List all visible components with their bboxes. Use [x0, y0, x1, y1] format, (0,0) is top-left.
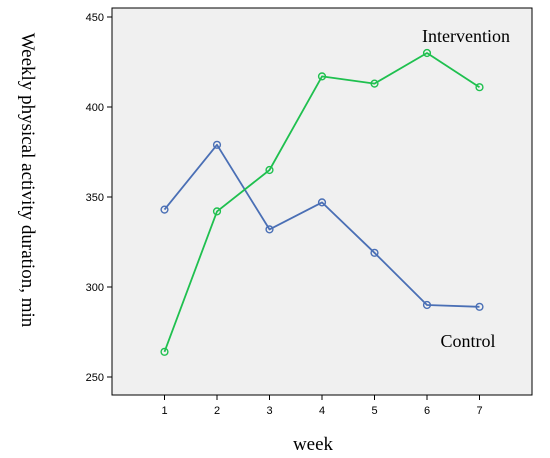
x-axis: 1 2 3 4 5 6 7 — [161, 395, 483, 417]
data-point-intervention — [422, 48, 432, 58]
annotation-control: Control — [440, 331, 495, 351]
data-point-intervention — [160, 347, 169, 356]
data-point-control — [265, 225, 274, 234]
data-point-intervention — [370, 79, 379, 88]
x-tick-label: 5 — [371, 405, 377, 417]
y-axis-title: Weekly physical activity duration, min — [17, 33, 38, 328]
x-tick-label: 2 — [214, 405, 220, 417]
x-axis-title: week — [293, 434, 334, 455]
data-point-control — [370, 248, 379, 257]
y-tick-label: 300 — [86, 282, 104, 294]
data-point-control — [475, 302, 484, 311]
series-line-intervention — [163, 52, 480, 353]
data-point-control — [422, 300, 432, 310]
data-point-intervention — [265, 165, 274, 175]
x-tick-label: 7 — [476, 405, 482, 417]
y-tick-label: 450 — [86, 12, 104, 24]
data-point-intervention — [212, 207, 222, 216]
y-tick-label: 400 — [86, 102, 104, 114]
x-tick-label: 3 — [266, 405, 272, 417]
data-point-intervention — [317, 72, 327, 81]
x-tick-label: 1 — [161, 405, 167, 417]
y-tick-label: 350 — [86, 192, 104, 204]
annotation-intervention: Intervention — [422, 26, 510, 46]
x-tick-label: 4 — [319, 405, 325, 417]
data-point-control — [212, 140, 222, 149]
data-point-control — [160, 205, 169, 214]
x-tick-label: 6 — [424, 405, 430, 417]
y-tick-label: 250 — [86, 372, 104, 384]
y-axis: 250 300 350 400 450 — [86, 12, 112, 384]
series-layer — [160, 48, 484, 356]
data-point-intervention — [475, 83, 484, 92]
data-point-control — [317, 198, 327, 207]
series-line-control — [163, 143, 480, 308]
